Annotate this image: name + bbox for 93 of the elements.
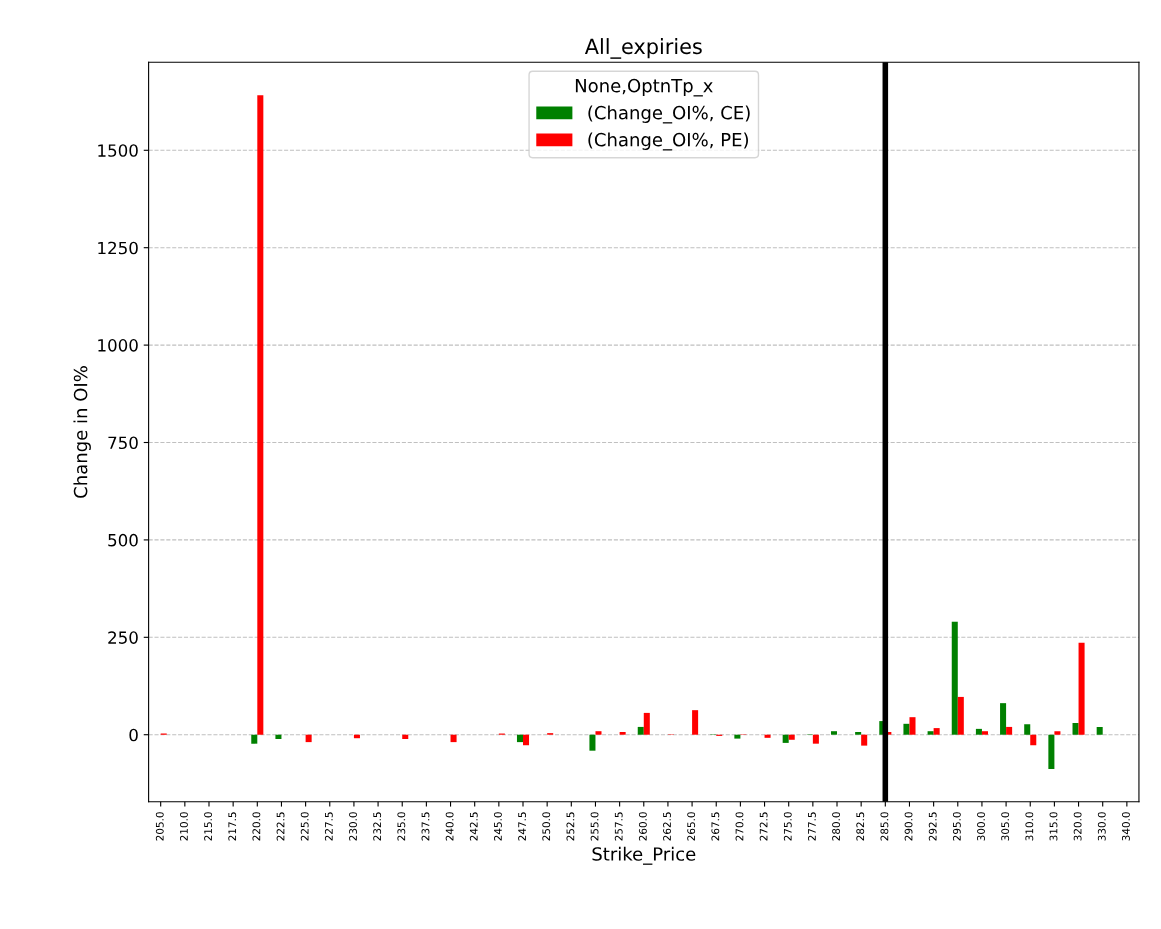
bar xyxy=(812,734,819,744)
chart-title: All_expiries xyxy=(584,38,702,59)
bar xyxy=(861,734,868,746)
y-tick-label: 750 xyxy=(108,436,138,450)
bar xyxy=(450,734,457,743)
bar xyxy=(1048,734,1055,769)
bar xyxy=(275,734,282,739)
bar xyxy=(909,717,916,735)
x-tick-label: 315.0 xyxy=(1049,812,1058,841)
y-tick-label: 1000 xyxy=(98,339,138,352)
y-tick-label: 0 xyxy=(129,728,138,742)
bar xyxy=(1072,723,1079,735)
bar xyxy=(1030,734,1037,746)
bar xyxy=(619,731,626,735)
bar xyxy=(933,728,940,735)
x-tick-label: 285.0 xyxy=(880,812,889,841)
x-tick-label: 240.0 xyxy=(445,812,454,841)
x-tick-label: 320.0 xyxy=(1073,812,1082,841)
bar xyxy=(1000,703,1007,735)
x-tick-label: 290.0 xyxy=(904,812,913,841)
y-tick-label: 250 xyxy=(108,631,138,644)
legend-label: (Change_OI%, CE) xyxy=(588,105,750,124)
x-tick-label: 270.0 xyxy=(735,812,744,841)
bar xyxy=(516,734,523,743)
bar xyxy=(595,731,602,735)
bar xyxy=(981,731,988,735)
bar xyxy=(855,731,862,735)
x-tick-label: 222.5 xyxy=(276,812,285,841)
bar xyxy=(643,712,650,735)
x-tick-label: 205.0 xyxy=(155,812,164,841)
legend-label: (Change_OI%, PE) xyxy=(588,132,748,151)
y-axis-title: Change in OI% xyxy=(73,366,91,498)
x-tick-label: 265.0 xyxy=(687,812,696,841)
x-tick-label: 232.5 xyxy=(373,812,382,841)
x-tick-label: 215.0 xyxy=(204,812,213,841)
bar xyxy=(1024,724,1031,735)
bar xyxy=(257,95,264,735)
x-tick-label: 330.0 xyxy=(1097,812,1106,841)
x-tick-label: 300.0 xyxy=(977,812,985,841)
x-tick-label: 237.5 xyxy=(421,812,430,841)
bar xyxy=(251,734,258,744)
bar xyxy=(951,621,958,735)
x-tick-label: 295.0 xyxy=(952,812,961,841)
bar xyxy=(1006,726,1013,735)
bar xyxy=(957,696,964,735)
bar xyxy=(402,734,409,739)
bar xyxy=(788,734,795,740)
x-tick-label: 280.0 xyxy=(832,812,841,841)
x-tick-label: 292.5 xyxy=(928,812,937,841)
x-tick-label: 272.5 xyxy=(759,812,768,841)
x-tick-label: 277.5 xyxy=(808,812,816,841)
bar xyxy=(305,734,312,743)
bar xyxy=(589,734,596,751)
y-tick-label: 1500 xyxy=(98,144,138,157)
x-tick-label: 282.5 xyxy=(856,812,865,841)
x-tick-label: 217.5 xyxy=(228,812,237,841)
x-axis-title: Strike_Price xyxy=(592,846,696,865)
bar xyxy=(927,731,934,735)
x-tick-label: 250.0 xyxy=(542,812,551,841)
y-tick-label: 1250 xyxy=(98,241,138,255)
x-tick-label: 245.0 xyxy=(493,812,502,841)
y-tick-label: 500 xyxy=(108,533,138,547)
x-tick-label: 257.5 xyxy=(614,812,623,841)
x-tick-label: 227.5 xyxy=(324,812,333,841)
bar xyxy=(975,728,982,735)
bar xyxy=(782,734,789,743)
x-tick-label: 210.0 xyxy=(179,812,188,841)
x-tick-label: 340.0 xyxy=(1122,812,1130,841)
x-tick-label: 310.0 xyxy=(1025,812,1034,841)
x-tick-label: 235.0 xyxy=(397,812,406,841)
bar xyxy=(764,734,771,738)
x-tick-label: 305.0 xyxy=(1001,812,1010,841)
bar xyxy=(734,734,741,739)
x-tick-label: 242.5 xyxy=(469,812,478,841)
bar xyxy=(903,723,910,735)
x-tick-label: 262.5 xyxy=(663,812,671,841)
bar xyxy=(830,731,838,735)
x-tick-label: 267.5 xyxy=(711,812,720,841)
bar xyxy=(1078,642,1085,735)
x-tick-label: 275.0 xyxy=(783,812,792,841)
bar xyxy=(1096,726,1103,735)
x-tick-label: 230.0 xyxy=(349,812,357,841)
bar xyxy=(523,734,530,746)
x-tick-label: 225.0 xyxy=(300,812,309,841)
legend-title: None,OptnTp_x xyxy=(575,78,713,97)
x-tick-label: 260.0 xyxy=(638,812,647,841)
x-tick-label: 252.5 xyxy=(566,812,575,841)
x-tick-label: 255.0 xyxy=(590,812,599,841)
bar xyxy=(1054,731,1061,735)
bar xyxy=(692,710,699,735)
x-tick-label: 247.5 xyxy=(518,812,527,841)
bar xyxy=(637,726,644,735)
x-tick-label: 220.0 xyxy=(252,812,261,841)
